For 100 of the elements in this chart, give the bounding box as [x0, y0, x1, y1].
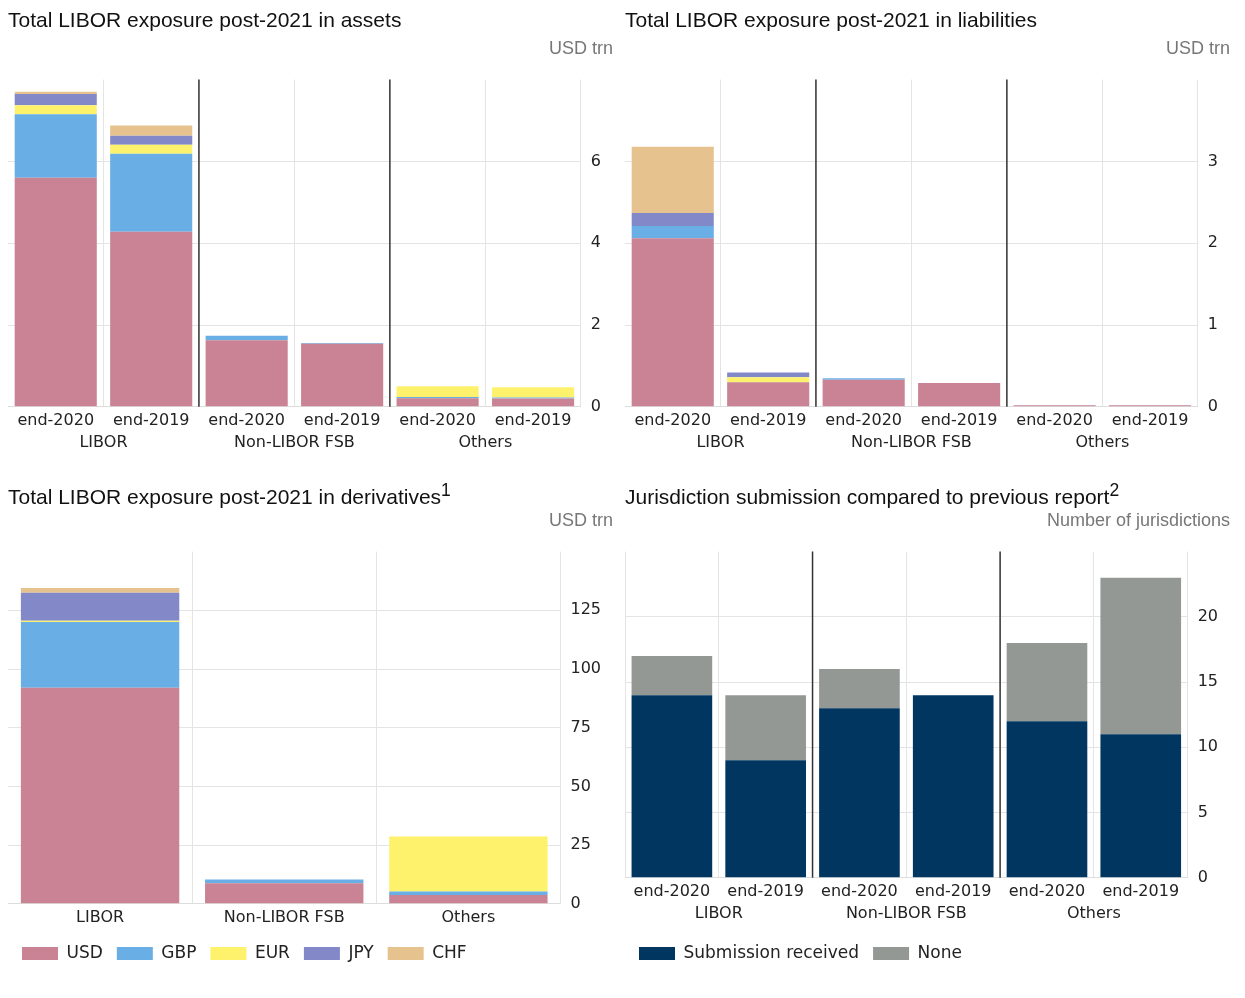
bar [20, 592, 180, 621]
text: Non-LIBOR FSB [850, 431, 972, 451]
y-axis-title: USD trn [1165, 38, 1230, 60]
bar [20, 687, 180, 904]
y-tick-label: 50 [570, 775, 591, 795]
text: LIBOR [79, 431, 128, 451]
y-tick-label: 0 [1207, 395, 1219, 415]
bar [110, 144, 193, 154]
bar [110, 231, 193, 407]
bar [727, 372, 810, 378]
y-tick-label: 125 [570, 599, 602, 619]
bar [205, 340, 288, 407]
y-tick-label: 6 [590, 150, 602, 170]
x-tick-label: Others [441, 906, 496, 926]
y-tick-label: 5 [1197, 801, 1208, 821]
chart-title: Total LIBOR exposure post-2021 in derivatives$^{1}$ [8, 480, 452, 510]
bar [389, 895, 548, 904]
x-tick-label: end-2020 [825, 409, 902, 429]
x-tick-label: end-2019 [112, 409, 190, 429]
bar [14, 114, 97, 178]
bar [631, 212, 714, 227]
text: LIBOR [696, 431, 745, 451]
y-tick-label: 25 [570, 834, 591, 854]
x-tick-label: end-2019 [1102, 880, 1180, 900]
bar [725, 760, 806, 878]
x-tick-label: end-2019 [729, 409, 807, 429]
x-tick-label: end-2019 [1111, 409, 1189, 429]
y-axis-title: USD trn [548, 38, 613, 60]
bar [727, 382, 810, 407]
bar [110, 125, 193, 136]
bar [492, 387, 575, 398]
legend-label: USD [66, 941, 103, 962]
x-tick-label: end-2020 [1008, 880, 1086, 900]
y-tick-label: 3 [1207, 150, 1219, 170]
legend-label: None [917, 941, 962, 962]
bar [1006, 642, 1088, 722]
bar [14, 177, 97, 407]
bar [389, 836, 548, 892]
bar [396, 398, 479, 407]
bar [20, 622, 180, 688]
x-tick-label: Non-LIBOR FSB [223, 906, 345, 926]
bar [819, 708, 900, 878]
y-tick-label: 0 [1197, 866, 1208, 886]
bar [819, 669, 900, 709]
legend-label: GBP [161, 941, 197, 962]
bar [14, 91, 97, 94]
bar [822, 379, 905, 407]
y-tick-label: 4 [590, 232, 602, 252]
x-tick-label: end-2019 [494, 409, 572, 429]
y-tick-label: 75 [570, 716, 591, 736]
y-tick-label: 15 [1197, 671, 1218, 691]
bar [631, 146, 714, 213]
y-axis-title: Number of jurisdictions [1045, 510, 1230, 532]
y-tick-label: 0 [570, 892, 581, 912]
chart-title: Jurisdiction submission compared to previous report$^{2}$ [625, 480, 1121, 510]
x-tick-label: end-2020 [633, 880, 711, 900]
bar [631, 226, 714, 239]
text: Others [458, 431, 513, 451]
y-tick-label: 10 [1197, 736, 1218, 756]
x-tick-label: end-2020 [399, 409, 476, 429]
x-tick-label: LIBOR [76, 906, 125, 926]
x-tick-label: end-2019 [303, 409, 381, 429]
x-tick-label: end-2019 [920, 409, 998, 429]
bar [912, 695, 994, 878]
bar [110, 135, 193, 145]
x-tick-label: end-2019 [914, 880, 992, 900]
x-tick-label: end-2020 [634, 409, 712, 429]
bar [631, 655, 713, 696]
y-tick-label: 2 [590, 314, 602, 334]
bar [1006, 721, 1088, 878]
y-tick-label: 1 [1207, 314, 1219, 334]
bar [631, 695, 713, 878]
bar [1100, 577, 1182, 735]
chart-title: Total LIBOR exposure post-2021 in liabilities [625, 8, 1039, 33]
x-tick-label: end-2019 [727, 880, 804, 900]
x-tick-label: end-2020 [208, 409, 285, 429]
bar [492, 398, 575, 407]
bar [205, 883, 364, 904]
text: Others [1075, 431, 1130, 451]
y-axis-title: USD trn [548, 510, 613, 532]
bar [110, 153, 193, 232]
y-tick-label: 0 [590, 395, 602, 415]
bar [725, 695, 806, 761]
bar [301, 343, 384, 407]
bar [918, 383, 1001, 407]
legend-label: EUR [254, 941, 291, 962]
x-tick-label: end-2020 [17, 409, 95, 429]
bar [14, 105, 97, 115]
y-tick-label: 100 [570, 658, 602, 678]
bar [631, 238, 714, 407]
bar [20, 587, 180, 593]
chart-title: Total LIBOR exposure post-2021 in assets [8, 8, 403, 33]
bar [14, 93, 97, 106]
text: Non-LIBOR FSB [233, 431, 355, 451]
legend-label: Submission received [683, 941, 860, 962]
y-tick-label: 20 [1197, 606, 1218, 625]
legend-label: CHF [432, 941, 467, 962]
x-tick-label: end-2020 [821, 880, 898, 900]
bar [396, 386, 479, 397]
x-tick-label: end-2020 [1016, 409, 1093, 429]
